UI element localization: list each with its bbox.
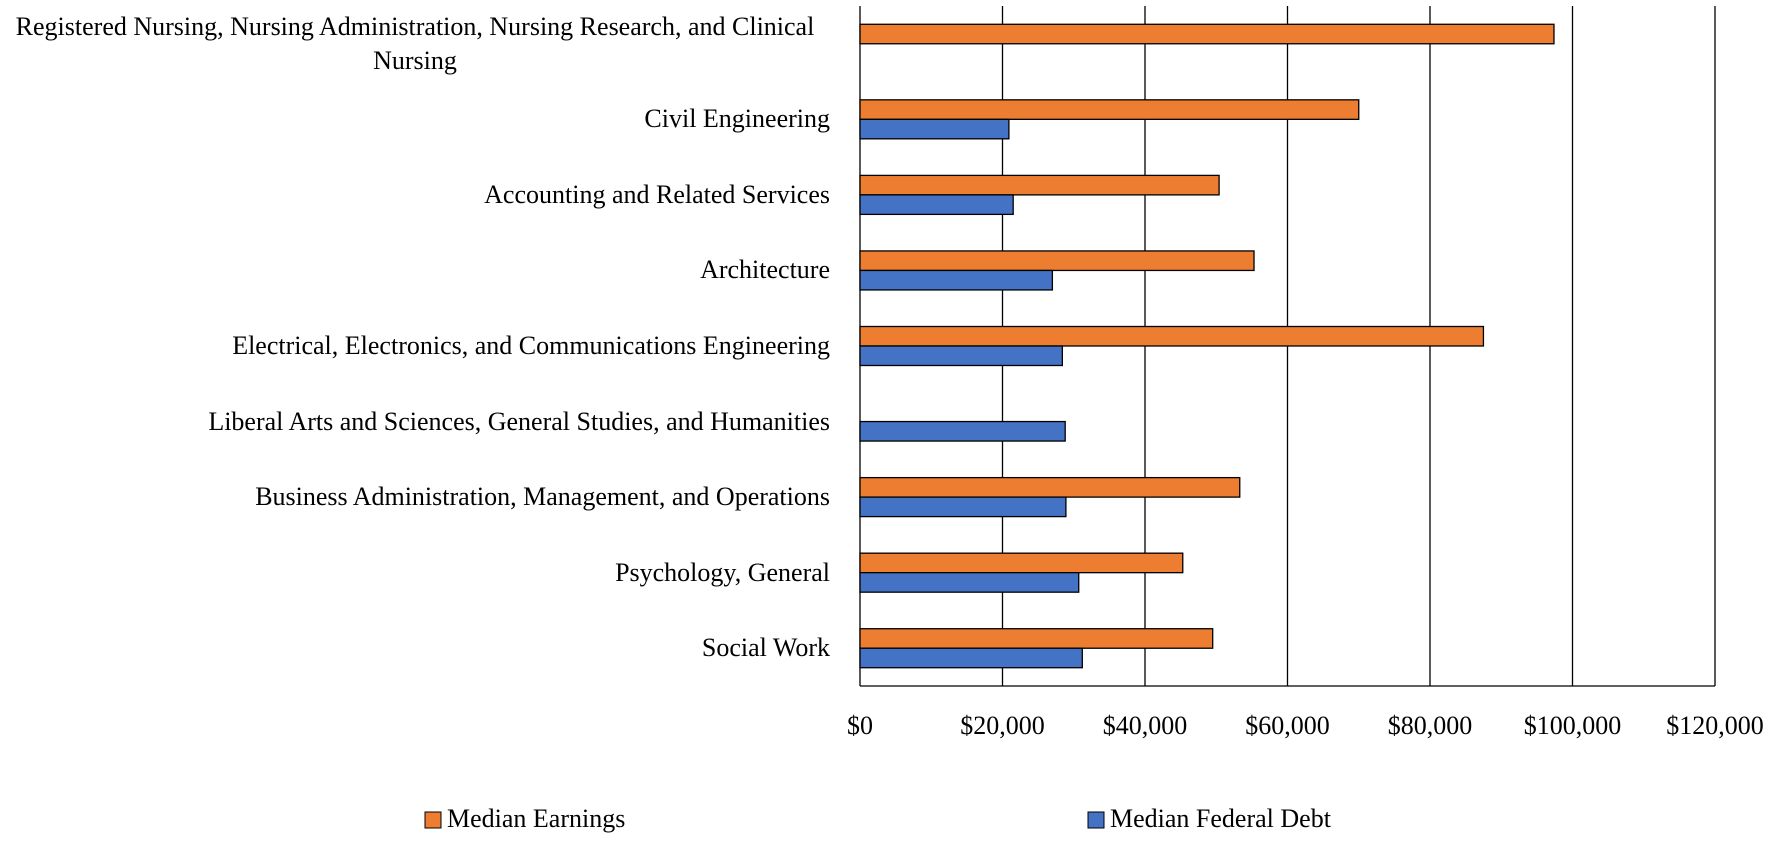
x-tick-label: $0 xyxy=(847,711,873,740)
bar xyxy=(859,325,1485,347)
y-tick-label: Social Work xyxy=(701,633,830,663)
bar xyxy=(859,118,1010,140)
bar xyxy=(859,345,1064,367)
bar xyxy=(859,99,1360,120)
legend-label: Median Earnings xyxy=(447,804,625,833)
y-tick-label: Accounting and Related Services xyxy=(484,179,830,209)
y-tick-label: Civil Engineering xyxy=(644,104,830,134)
y-tick-label: Business Administration, Management, and… xyxy=(255,482,830,512)
bar xyxy=(859,496,1067,518)
x-tick-label: $60,000 xyxy=(1245,711,1330,740)
bar xyxy=(859,552,1184,574)
x-tick-label: $40,000 xyxy=(1103,711,1188,740)
y-tick-label: Electrical, Electronics, and Communicati… xyxy=(232,331,830,360)
legend-swatch xyxy=(1087,811,1105,829)
x-tick-label: $120,000 xyxy=(1666,711,1764,740)
x-tick-label: $100,000 xyxy=(1524,711,1622,740)
legend-label: Median Federal Debt xyxy=(1110,804,1332,833)
legend-swatch xyxy=(424,811,442,829)
bar xyxy=(859,194,1014,216)
y-tick-label: Liberal Arts and Sciences, General Studi… xyxy=(208,406,830,436)
bar xyxy=(859,647,1083,669)
bar xyxy=(859,572,1080,593)
x-tick-label: $80,000 xyxy=(1388,711,1473,740)
y-tick-label: Architecture xyxy=(700,255,830,285)
bar xyxy=(859,628,1214,649)
bar xyxy=(859,269,1054,291)
bar xyxy=(859,476,1241,498)
x-tick-label: $20,000 xyxy=(960,711,1045,740)
bar xyxy=(859,23,1555,45)
bar xyxy=(859,250,1255,272)
bar xyxy=(859,174,1220,196)
bar xyxy=(859,420,1066,442)
y-tick-label: Psychology, General xyxy=(615,557,830,587)
y-tick-label: Registered Nursing, Nursing Administrati… xyxy=(15,11,815,75)
